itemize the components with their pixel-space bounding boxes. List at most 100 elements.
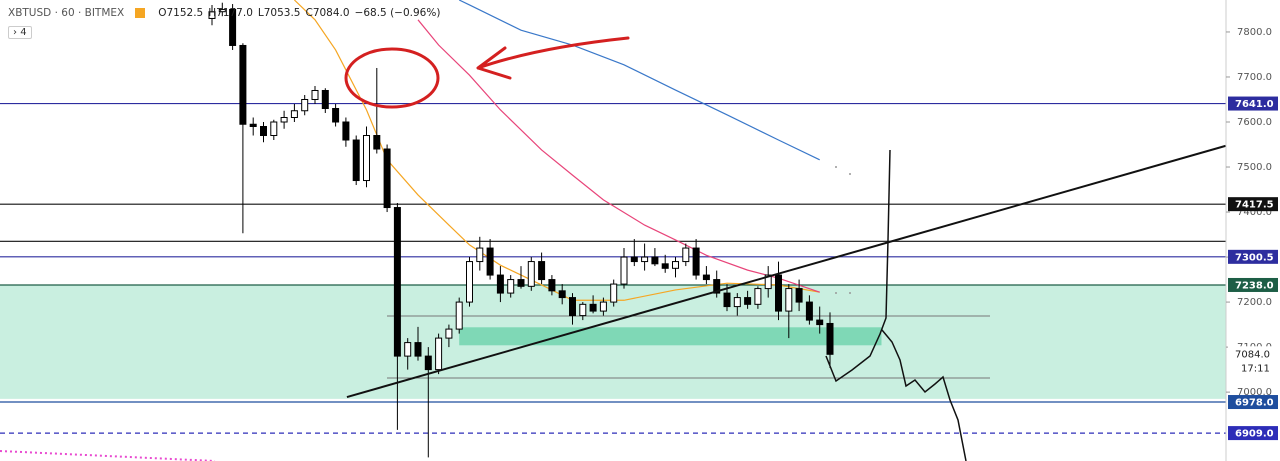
candle-body [682, 247, 690, 263]
price-label: 7417.5 [1235, 200, 1274, 211]
y-tick-label: 7700.0 [1237, 72, 1272, 83]
candle-body [239, 44, 247, 125]
symbol-legend: XBTUSD · 60 · BITMEX O7152.5 H7177.0 L70… [8, 7, 440, 19]
indicators-toggle[interactable]: › 4 [8, 26, 32, 39]
price-label-bg [1228, 249, 1278, 264]
candle-body [785, 288, 793, 312]
candle-body [795, 288, 803, 303]
candle-body [764, 274, 772, 290]
axis: 7800.07700.07600.07500.07400.07300.07200… [1226, 27, 1280, 441]
last-price: 7084.0 [1235, 349, 1270, 360]
dot [835, 292, 837, 294]
y-tick-label: 7600.0 [1237, 117, 1272, 128]
symbol-icon [135, 8, 146, 18]
candle-body [393, 207, 401, 357]
candle-body [486, 247, 494, 276]
candle-body [558, 290, 566, 299]
candle-body [260, 126, 267, 137]
candle-body [373, 135, 381, 150]
candle-body [579, 303, 587, 317]
price-label: 7641.0 [1235, 99, 1274, 110]
candle-body [352, 139, 360, 182]
candle-body [218, 8, 226, 13]
ohlc-value: O7152.5 [158, 7, 204, 19]
candle-body [744, 297, 752, 305]
candle-body [342, 121, 350, 141]
ma-dots [835, 166, 851, 294]
candle-body [548, 279, 556, 292]
candle-body [641, 256, 649, 263]
candle-body [404, 342, 412, 357]
candle-body [270, 121, 278, 137]
indicator-count: 4 [20, 27, 27, 38]
candle-body [538, 261, 546, 281]
candle-body [280, 117, 288, 123]
zone [459, 327, 882, 346]
ohlc-value: L7053.5 [257, 7, 301, 19]
candle-body [517, 279, 525, 287]
trendline [346, 144, 1226, 399]
marks [208, 0, 1226, 458]
dotted-line [0, 450, 216, 461]
ohlc-change: −68.5 (−0.96%) [354, 7, 441, 19]
candle-body [651, 256, 659, 265]
candle-body [229, 8, 237, 46]
candle-body [672, 261, 679, 269]
y-tick-label: 7200.0 [1237, 297, 1272, 308]
candle-body [383, 148, 391, 209]
y-tick-label: 7500.0 [1237, 162, 1272, 173]
candle-body [692, 247, 700, 276]
candle-body [455, 301, 463, 330]
candle-body [816, 319, 824, 326]
candle-body [414, 342, 422, 357]
price-label-bg [1228, 426, 1278, 441]
candle-body [311, 89, 319, 100]
candle-body [507, 279, 515, 294]
projection-drawing [825, 149, 967, 461]
moving-average [458, 0, 820, 161]
y-tick-label: 7400.0 [1237, 207, 1272, 218]
candle-body [630, 256, 638, 263]
dot [849, 292, 851, 294]
candle-body [599, 301, 607, 312]
moving-average [293, 0, 820, 301]
price-label: 7300.5 [1235, 252, 1274, 263]
candle-body [713, 279, 721, 294]
candle-body [754, 288, 762, 305]
zones [0, 284, 1226, 399]
candle-body [733, 297, 741, 308]
candle-body [424, 355, 432, 371]
candle-body [301, 98, 309, 112]
price-label-bg [1228, 277, 1278, 292]
candle-body [527, 261, 535, 287]
candle-body [589, 303, 597, 312]
price-label: 6978.0 [1235, 398, 1274, 409]
dot [835, 166, 837, 168]
last-price-bg [1228, 346, 1280, 377]
candle-body [290, 110, 298, 119]
symbol: XBTUSD · 60 · BITMEX [8, 7, 125, 19]
candle-body [332, 107, 340, 123]
candle-body [435, 337, 443, 371]
price-label: 6909.0 [1235, 429, 1274, 440]
moving-average [417, 19, 820, 293]
candle-body [321, 89, 329, 109]
candle-body [661, 263, 669, 269]
price-label-bg [1228, 197, 1278, 212]
candle-body [476, 247, 484, 263]
price-axis [1226, 0, 1280, 461]
candle-body [723, 292, 731, 308]
candle-body [208, 11, 216, 19]
countdown: 17:11 [1241, 363, 1270, 374]
ohlc-value: H7177.0 [208, 7, 253, 19]
dot [849, 173, 851, 175]
price-label-bg [1228, 395, 1278, 410]
candle-body [496, 274, 504, 294]
candle-body [620, 256, 628, 285]
y-tick-label: 7800.0 [1237, 27, 1272, 38]
price-label-bg [1228, 96, 1278, 111]
y-tick-label: 7000.0 [1237, 387, 1272, 398]
price-label: 7238.0 [1235, 280, 1274, 291]
candle-body [363, 135, 370, 182]
